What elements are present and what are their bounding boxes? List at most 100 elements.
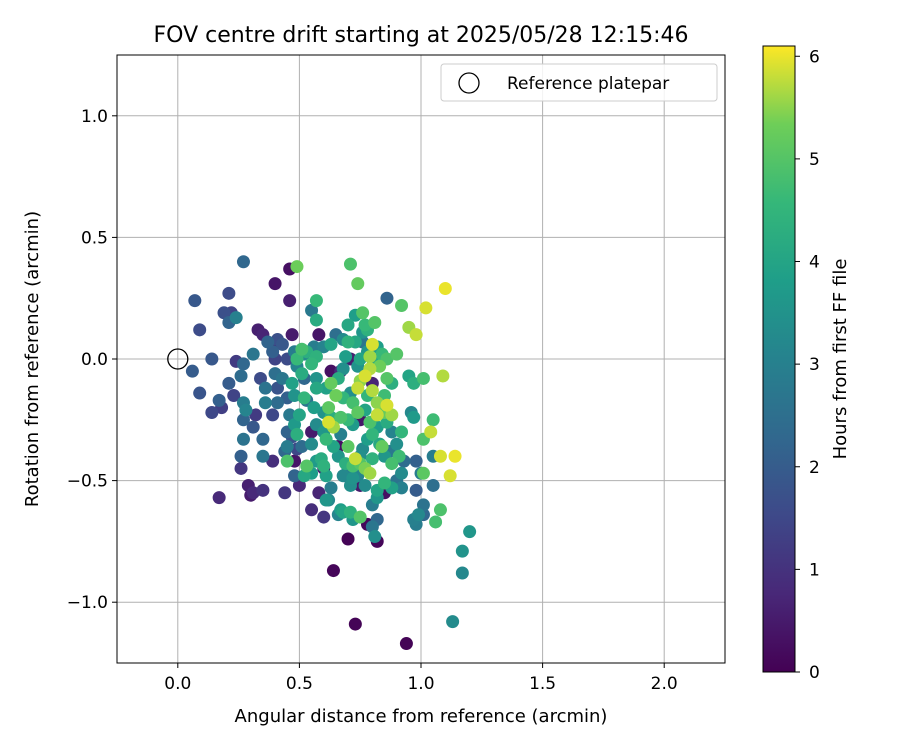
data-point bbox=[380, 371, 394, 385]
data-point bbox=[256, 449, 270, 463]
colorbar-tick-label: 4 bbox=[809, 253, 820, 273]
colorbar-gradient bbox=[762, 45, 796, 673]
data-point bbox=[283, 408, 297, 422]
data-point bbox=[341, 532, 355, 546]
data-point bbox=[275, 371, 289, 385]
colorbar-tick-label: 0 bbox=[809, 663, 820, 683]
data-point bbox=[236, 413, 250, 427]
x-tick-label: 0.5 bbox=[286, 674, 313, 694]
data-point bbox=[353, 510, 367, 524]
x-tick-label: 1.0 bbox=[407, 674, 434, 694]
data-point bbox=[436, 369, 450, 383]
data-point bbox=[295, 367, 309, 381]
data-point bbox=[312, 328, 326, 342]
y-tick-label: 1.0 bbox=[81, 107, 108, 127]
data-point bbox=[343, 257, 357, 271]
data-point bbox=[324, 337, 338, 351]
legend-reference-marker bbox=[458, 72, 480, 94]
data-point bbox=[399, 637, 413, 651]
data-point bbox=[305, 503, 319, 517]
data-point bbox=[329, 388, 343, 402]
data-point bbox=[239, 403, 253, 417]
data-point bbox=[253, 371, 267, 385]
data-point bbox=[280, 454, 294, 468]
data-point bbox=[307, 401, 321, 415]
data-point bbox=[266, 345, 280, 359]
data-point bbox=[234, 369, 248, 383]
data-point bbox=[385, 408, 399, 422]
data-point bbox=[288, 388, 302, 402]
data-point bbox=[426, 413, 440, 427]
y-axis-label: Rotation from reference (arcmin) bbox=[22, 211, 43, 507]
data-point bbox=[351, 381, 365, 395]
data-point bbox=[305, 357, 319, 371]
x-axis-label: Angular distance from reference (arcmin) bbox=[235, 706, 608, 727]
data-point bbox=[234, 461, 248, 475]
data-point bbox=[395, 466, 409, 480]
colorbar: 0 1 2 3 4 5 6 Hours from first FF file bbox=[762, 45, 851, 683]
scatter-points bbox=[185, 255, 477, 651]
data-point bbox=[365, 337, 379, 351]
data-point bbox=[292, 478, 306, 492]
data-point bbox=[212, 491, 226, 505]
data-point bbox=[290, 352, 304, 366]
data-point bbox=[448, 449, 462, 463]
data-point bbox=[385, 425, 399, 439]
data-point bbox=[407, 376, 421, 390]
data-point bbox=[185, 364, 199, 378]
data-point bbox=[339, 350, 353, 364]
data-point bbox=[373, 359, 387, 373]
colorbar-tick-label: 5 bbox=[809, 150, 820, 170]
data-point bbox=[409, 454, 423, 468]
data-point bbox=[322, 401, 336, 415]
y-tick-label: 0.5 bbox=[81, 228, 108, 248]
data-point bbox=[356, 306, 370, 320]
colorbar-tick-label: 3 bbox=[809, 355, 820, 375]
x-axis-ticks: 0.0 0.5 1.0 1.5 2.0 bbox=[164, 663, 678, 694]
y-tick-label: 0.0 bbox=[81, 350, 108, 370]
data-point bbox=[324, 481, 338, 495]
data-point bbox=[271, 381, 285, 395]
data-point bbox=[246, 420, 260, 434]
data-point bbox=[236, 357, 250, 371]
data-point bbox=[309, 371, 323, 385]
data-point bbox=[246, 486, 260, 500]
colorbar-tick-label: 2 bbox=[809, 458, 820, 478]
data-point bbox=[217, 306, 231, 320]
data-point bbox=[351, 406, 365, 420]
data-point bbox=[416, 466, 430, 480]
data-point bbox=[246, 347, 260, 361]
x-tick-label: 1.5 bbox=[529, 674, 556, 694]
data-point bbox=[222, 286, 236, 300]
data-point bbox=[236, 432, 250, 446]
data-point bbox=[205, 406, 219, 420]
data-point bbox=[290, 260, 304, 274]
data-point bbox=[380, 291, 394, 305]
data-point bbox=[348, 617, 362, 631]
data-point bbox=[290, 427, 304, 441]
data-point bbox=[341, 440, 355, 454]
data-point bbox=[395, 425, 409, 439]
x-tick-label: 2.0 bbox=[651, 674, 678, 694]
data-point bbox=[229, 311, 243, 325]
data-point bbox=[348, 452, 362, 466]
data-point bbox=[258, 381, 272, 395]
data-point bbox=[319, 432, 333, 446]
data-point bbox=[295, 342, 309, 356]
data-point bbox=[346, 396, 360, 410]
data-point bbox=[295, 440, 309, 454]
data-point bbox=[407, 410, 421, 424]
data-point bbox=[343, 505, 357, 519]
data-point bbox=[358, 478, 372, 492]
data-point bbox=[363, 350, 377, 364]
data-point bbox=[278, 486, 292, 500]
colorbar-tick-label: 6 bbox=[809, 47, 820, 67]
y-tick-label: −1.0 bbox=[67, 593, 108, 613]
data-point bbox=[300, 459, 314, 473]
data-point bbox=[446, 615, 460, 629]
data-point bbox=[378, 476, 392, 490]
data-point bbox=[258, 396, 272, 410]
data-point bbox=[236, 255, 250, 269]
data-point bbox=[266, 454, 280, 468]
